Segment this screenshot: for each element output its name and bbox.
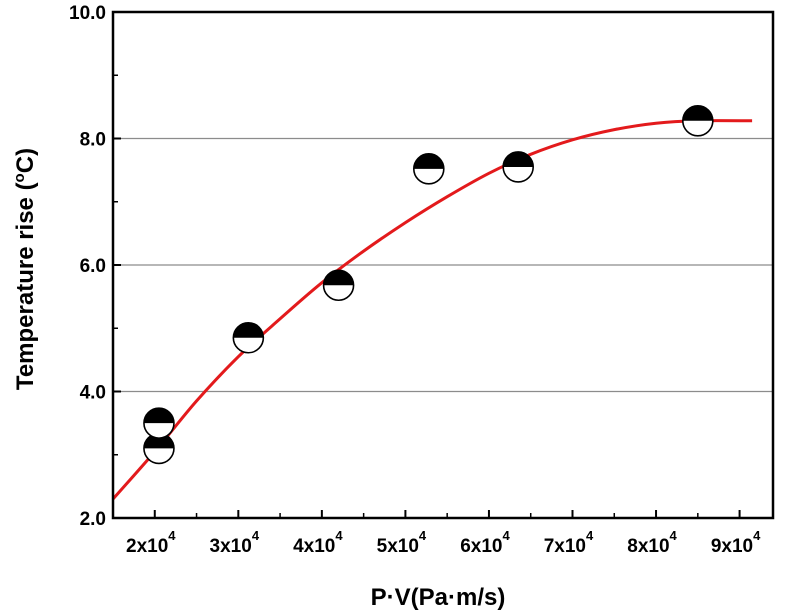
axis-ticks xyxy=(113,11,741,519)
y-tick-label: 2.0 xyxy=(80,509,106,530)
x-tick-label: 4x104 xyxy=(293,528,343,557)
x-tick-label-base: 8x10 xyxy=(627,536,669,557)
x-tick-label-exponent: 4 xyxy=(670,528,678,543)
x-tick-label-base: 7x10 xyxy=(544,536,586,557)
x-tick-label: 2x104 xyxy=(126,528,176,557)
y-axis-title-degree: o xyxy=(11,173,28,182)
x-tick-label: 5x104 xyxy=(377,528,427,557)
x-tick-label: 7x104 xyxy=(544,528,594,557)
data-point xyxy=(232,321,265,354)
data-point xyxy=(143,432,175,465)
data-points xyxy=(143,104,714,465)
y-axis-title-unit: C) xyxy=(12,148,39,173)
y-axis-title-main: Temperature rise ( xyxy=(12,182,39,390)
x-tick-label: 3x104 xyxy=(210,528,260,557)
data-point xyxy=(502,151,534,183)
x-tick-label: 6x104 xyxy=(460,528,510,557)
data-point xyxy=(412,153,445,185)
fit-curve-layer xyxy=(111,119,753,500)
data-point xyxy=(322,269,355,302)
x-tick-label-exponent: 4 xyxy=(502,528,510,543)
x-tick-label-base: 5x10 xyxy=(377,536,419,557)
x-tick-label-base: 4x10 xyxy=(293,536,335,557)
x-tick-label: 8x104 xyxy=(627,528,677,557)
x-axis-title: P·V(Pa·m/s) xyxy=(371,584,506,611)
x-tick-label-exponent: 4 xyxy=(753,528,761,543)
x-tick-label: 9x104 xyxy=(711,528,761,557)
y-tick-label: 6.0 xyxy=(80,256,106,277)
y-axis-title: Temperature rise (oC) xyxy=(11,148,39,390)
x-tick-label-base: 6x10 xyxy=(460,536,502,557)
data-point xyxy=(143,407,175,439)
x-tick-label-exponent: 4 xyxy=(168,528,176,543)
y-tick-label: 8.0 xyxy=(80,130,106,151)
x-tick-label-exponent: 4 xyxy=(586,528,594,543)
grid-lines xyxy=(113,137,773,393)
tick-labels: 2.04.06.08.010.02x1043x1044x1045x1046x10… xyxy=(69,3,761,557)
fit-curve xyxy=(111,119,753,500)
x-tick-label-exponent: 4 xyxy=(252,528,260,543)
x-tick-label-base: 3x10 xyxy=(210,536,252,557)
x-tick-label-base: 2x10 xyxy=(126,536,168,557)
data-point xyxy=(682,104,714,137)
x-tick-label-exponent: 4 xyxy=(419,528,427,543)
y-tick-label: 10.0 xyxy=(69,3,106,24)
x-tick-label-exponent: 4 xyxy=(335,528,343,543)
x-tick-label-base: 9x10 xyxy=(711,536,753,557)
y-tick-label: 4.0 xyxy=(80,383,106,404)
